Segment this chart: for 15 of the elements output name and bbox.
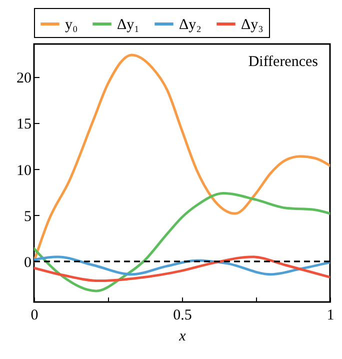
legend-label: Δy₁ [117, 17, 140, 33]
legend-label: Δy₂ [179, 17, 202, 33]
y-tick-label: 15 [16, 116, 32, 133]
legend-label: Δy₃ [241, 17, 264, 33]
legend-label: y₀ [65, 17, 78, 33]
line-series [34, 256, 330, 282]
line-series [34, 192, 330, 292]
y-tick-label: 20 [16, 70, 32, 87]
y-tick-label: 5 [24, 208, 32, 225]
x-axis-title: x [178, 328, 186, 344]
x-tick-label: 0.5 [173, 308, 192, 324]
y-tick-label: 10 [16, 162, 32, 179]
annotation: Differences [248, 54, 318, 70]
y-tick-label: 0 [24, 254, 32, 271]
x-tick-label: 1 [326, 308, 334, 324]
